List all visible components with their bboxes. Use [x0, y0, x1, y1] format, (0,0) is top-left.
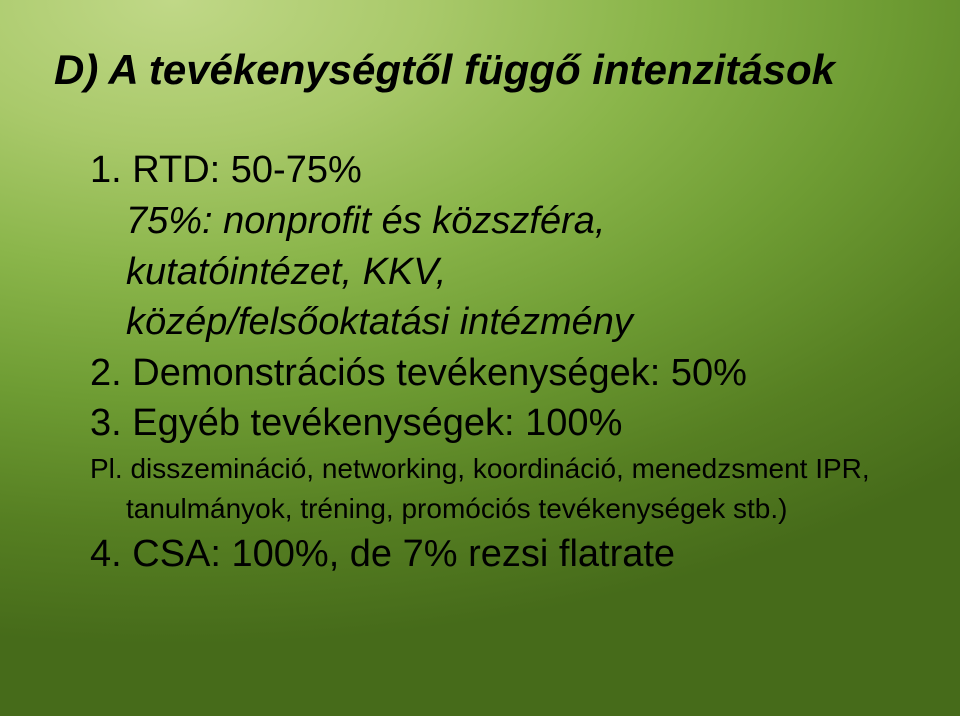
- slide-body: 1. RTD: 50-75% 75%: nonprofit és közszfé…: [54, 146, 924, 578]
- list-item-1-sub-1: 75%: nonprofit és közszféra,: [90, 197, 924, 246]
- slide: D) A tevékenységtől függő intenzitások 1…: [0, 0, 960, 716]
- list-item-3: 3. Egyéb tevékenységek: 100%: [90, 399, 924, 448]
- list-item-3-note-1: Pl. disszemináció, networking, koordinác…: [90, 450, 924, 488]
- slide-title: D) A tevékenységtől függő intenzitások: [54, 46, 924, 94]
- list-item-1-sub-3: közép/felsőoktatási intézmény: [90, 298, 924, 347]
- list-item-1: 1. RTD: 50-75%: [90, 146, 924, 195]
- list-item-4: 4. CSA: 100%, de 7% rezsi flatrate: [90, 530, 924, 579]
- list-item-1-sub-2: kutatóintézet, KKV,: [90, 248, 924, 297]
- list-item-2: 2. Demonstrációs tevékenységek: 50%: [90, 349, 924, 398]
- list-item-3-note-2: tanulmányok, tréning, promóciós tevékeny…: [90, 490, 924, 528]
